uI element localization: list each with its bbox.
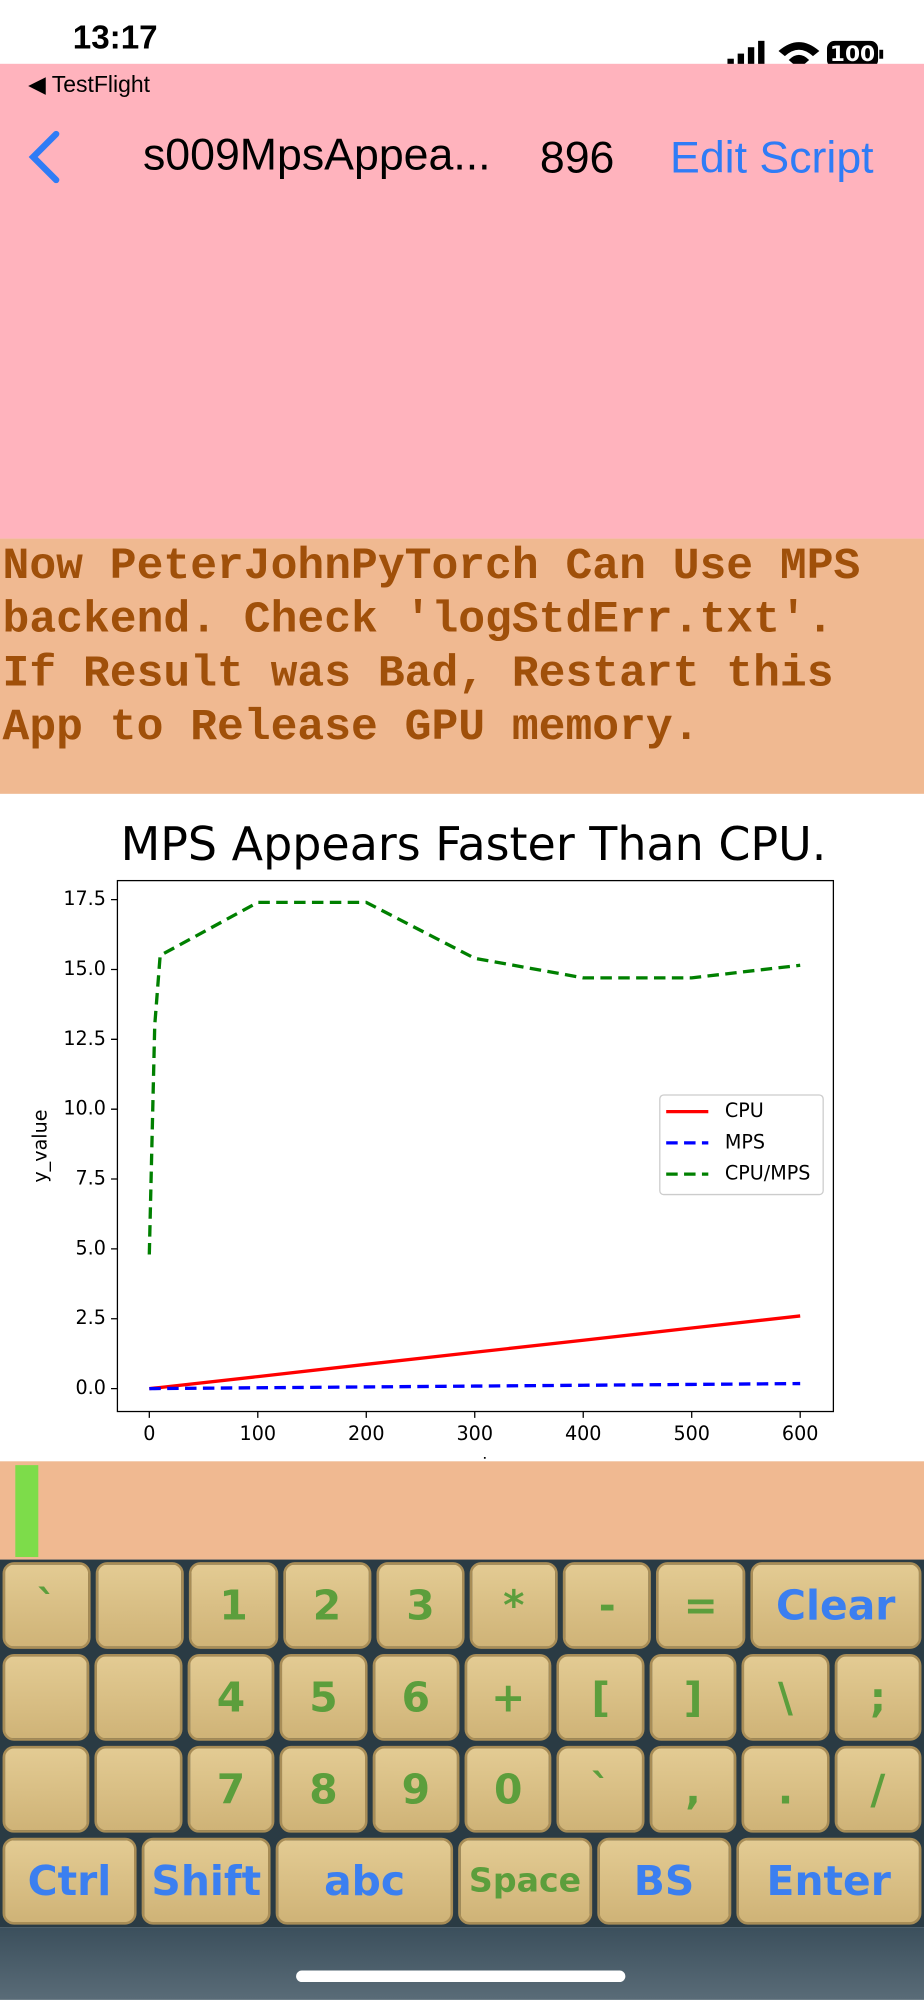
key[interactable]: Clear — [749, 1562, 922, 1649]
key-row: ` 1 2 3 * - = Clear — [0, 1560, 924, 1652]
key[interactable] — [94, 1745, 183, 1833]
home-indicator — [296, 1970, 626, 1983]
status-icons: 100 — [727, 40, 884, 69]
x-axis-label: x_value — [438, 1454, 511, 1459]
key[interactable] — [2, 1654, 90, 1741]
back-app-name: TestFlight — [51, 71, 151, 97]
header-area: ◀ TestFlight s009MpsAppea... 896 Edit Sc… — [0, 63, 924, 539]
key[interactable]: 6 — [372, 1654, 460, 1741]
y-tick-label: 5.0 — [76, 1236, 106, 1259]
key[interactable]: Shift — [141, 1837, 272, 1925]
message-line: Now PeterJohnPyTorch Can Use MPS — [2, 541, 861, 593]
message: Now PeterJohnPyTorch Can Use MPS backend.… — [0, 538, 924, 794]
key[interactable]: 2 — [282, 1562, 372, 1649]
key[interactable]: - — [563, 1562, 652, 1649]
message-line: backend. Check 'logStdErr.txt'. — [2, 594, 834, 646]
key-row: Ctrl Shift abc Space BS Enter — [0, 1835, 924, 1927]
key[interactable]: \ — [741, 1654, 830, 1741]
key[interactable]: 9 — [372, 1745, 460, 1833]
chart-image: MPS Appears Faster Than CPU. y_value x_v… — [2, 795, 924, 1477]
key[interactable]: 8 — [279, 1745, 368, 1833]
series-line — [149, 1381, 801, 1391]
legend-box — [659, 1094, 824, 1196]
y-tick-label: 10.0 — [63, 1097, 106, 1120]
key[interactable]: ] — [649, 1654, 737, 1741]
keyboard: ` 1 2 3 * - = Clear 4 5 6 +[] \; 7 8 9 0 `,. / Ctrl Shift abc… — [0, 1559, 924, 1928]
chart-title: MPS Appears Faster Than CPU. — [121, 817, 827, 871]
key-row: 4 5 6 +[] \; — [0, 1651, 924, 1743]
message-line: App to Release GPU memory. — [2, 701, 700, 753]
key[interactable]: 7 — [187, 1745, 275, 1833]
key[interactable]: 1 — [189, 1562, 278, 1649]
status-bar: 13:17 100 — [0, 0, 924, 69]
nav-count: 896 — [539, 132, 615, 183]
y-axis-label: y_value — [28, 1110, 51, 1183]
key[interactable]: = — [656, 1562, 745, 1649]
x-tick-label: 300 — [456, 1422, 493, 1445]
legend-label: CPU — [725, 1099, 764, 1122]
key[interactable]: ` — [2, 1562, 91, 1649]
battery-level: 100 — [830, 42, 875, 67]
key[interactable]: Enter — [736, 1837, 922, 1925]
x-tick-label: 100 — [240, 1422, 277, 1445]
key-row: 7 8 9 0 `,. / — [0, 1743, 924, 1835]
series-line — [149, 1314, 801, 1391]
chart: MPS Appears Faster Than CPU. y_value x_v… — [28, 817, 835, 1477]
key[interactable] — [94, 1654, 183, 1741]
key[interactable]: , — [649, 1745, 737, 1833]
key[interactable] — [95, 1562, 185, 1649]
legend-label: MPS — [725, 1130, 765, 1153]
key[interactable]: BS — [597, 1837, 731, 1925]
x-tick-label: 600 — [782, 1422, 819, 1445]
x-tick-label: 200 — [348, 1422, 385, 1445]
y-tick-label: 17.5 — [63, 887, 106, 910]
key[interactable]: 5 — [279, 1654, 368, 1741]
spacer-band — [0, 1461, 924, 1560]
edit-script-button[interactable]: Edit Script — [670, 132, 874, 183]
bottom-area — [0, 1927, 924, 2000]
y-tick-label: 7.5 — [76, 1167, 106, 1190]
x-tick-label: 400 — [565, 1422, 602, 1445]
y-tick-label: 15.0 — [63, 957, 106, 980]
key[interactable]: + — [464, 1654, 552, 1741]
progress-bar — [15, 1465, 39, 1558]
message-line: If Result was Bad, Restart this — [2, 648, 834, 700]
back-button[interactable] — [26, 130, 64, 184]
key[interactable]: ; — [834, 1654, 922, 1741]
key[interactable]: 4 — [187, 1654, 275, 1741]
back-to-app[interactable]: ◀ TestFlight — [28, 71, 151, 97]
x-tick-label: 0 — [143, 1422, 155, 1445]
x-tick-label: 500 — [673, 1422, 710, 1445]
key[interactable]: 0 — [464, 1745, 552, 1833]
y-tick-label: 2.5 — [76, 1306, 106, 1329]
key[interactable]: 3 — [376, 1562, 465, 1649]
plot-frame — [116, 879, 835, 1413]
key[interactable]: abc — [276, 1837, 454, 1925]
status-time: 13:17 — [72, 17, 158, 57]
key[interactable]: Ctrl — [2, 1837, 137, 1925]
series-line — [147, 900, 801, 1255]
y-tick-label: 0.0 — [76, 1376, 106, 1399]
key[interactable]: / — [834, 1745, 922, 1833]
key[interactable]: * — [469, 1562, 558, 1649]
legend-label: CPU/MPS — [725, 1162, 811, 1185]
y-tick-label: 12.5 — [63, 1027, 106, 1050]
key[interactable]: Space — [458, 1837, 592, 1925]
key[interactable] — [2, 1745, 90, 1833]
key[interactable]: ` — [556, 1745, 645, 1833]
nav-title: s009MpsAppea... — [142, 130, 491, 180]
key[interactable]: . — [741, 1745, 830, 1833]
key[interactable]: [ — [556, 1654, 645, 1741]
